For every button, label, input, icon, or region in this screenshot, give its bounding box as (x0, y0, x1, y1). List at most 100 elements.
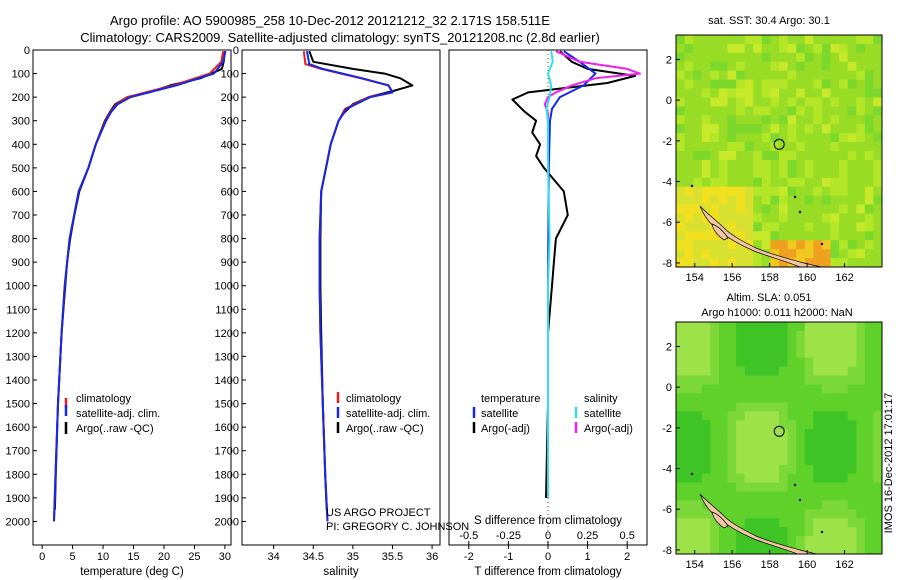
map-cell (701, 195, 711, 205)
map-cell (676, 384, 685, 394)
map-cell (676, 491, 685, 501)
series-satellite-adj-clim- (305, 51, 394, 522)
map-cell (701, 357, 711, 367)
map-y-tick-label: -4 (662, 464, 672, 476)
map-cell (787, 375, 797, 385)
map-cell (753, 124, 763, 134)
map-cell (864, 330, 874, 341)
map-cell (779, 375, 788, 385)
map-cell (744, 491, 754, 501)
map-cell (796, 222, 806, 232)
map-cell (821, 420, 831, 430)
map-cell (736, 115, 746, 125)
depth-tick-label: 2000 (215, 516, 239, 528)
map-cell (839, 464, 849, 475)
map-cell (839, 142, 849, 152)
map-cell (744, 177, 754, 188)
sst-map-cells (676, 35, 882, 267)
map-cell (718, 322, 728, 332)
map-cell (684, 500, 694, 510)
map-cell (873, 106, 882, 116)
map-cell (676, 115, 685, 125)
map-cell (796, 249, 806, 259)
map-cell (718, 88, 728, 98)
map-cell (676, 177, 685, 188)
map-cell (736, 330, 746, 341)
temperature-series-group (53, 50, 227, 522)
map-cell (744, 195, 754, 205)
map-cell (770, 106, 780, 116)
map-cell (736, 473, 746, 483)
map-cell (796, 142, 806, 152)
map-cell (770, 61, 780, 72)
map-cell (864, 79, 874, 89)
map-cell (847, 446, 857, 457)
map-cell (830, 35, 840, 45)
map-cell (727, 79, 737, 89)
map-cell (676, 124, 685, 134)
map-cell (864, 500, 874, 510)
map-cell (718, 384, 728, 394)
map-x-tick-label: 154 (686, 559, 704, 571)
map-cell (830, 133, 840, 143)
map-cell (684, 177, 694, 188)
map-cell (856, 322, 866, 332)
map-cell (710, 420, 720, 430)
map-cell (770, 70, 780, 80)
map-cell (779, 509, 788, 519)
map-cell (710, 429, 720, 439)
map-cell (847, 491, 857, 501)
map-cell (839, 545, 849, 554)
map-cell (830, 52, 840, 63)
map-cell (710, 186, 720, 196)
map-cell (744, 79, 754, 89)
map-cell (856, 43, 866, 54)
map-cell (779, 500, 788, 510)
map-cell (770, 79, 780, 89)
map-cell (804, 106, 814, 116)
map-cell (787, 491, 797, 501)
map-cell (744, 509, 754, 519)
map-cell (684, 482, 694, 492)
map-cell (873, 500, 882, 510)
map-cell (779, 213, 788, 223)
map-cell (813, 366, 823, 376)
map-cell (684, 204, 694, 214)
map-cell (693, 43, 703, 54)
map-cell (839, 393, 849, 403)
map-cell (727, 133, 737, 143)
map-cell (718, 97, 728, 107)
map-cell (736, 97, 746, 107)
map-cell (847, 402, 857, 412)
map-cell (770, 115, 780, 125)
map-cell (787, 249, 797, 259)
map-cell (839, 384, 849, 394)
map-cell (779, 420, 788, 430)
map-cell (821, 43, 831, 54)
x-tick-label: 35.5 (382, 551, 403, 563)
map-cell (821, 393, 831, 403)
map-cell (804, 70, 814, 80)
sla-island-dot (793, 483, 797, 487)
map-cell (804, 438, 814, 448)
map-cell (779, 133, 788, 143)
map-cell (864, 339, 874, 350)
map-cell (813, 222, 823, 232)
map-cell (710, 168, 720, 179)
depth-tick-label: 700 (12, 210, 30, 222)
map-cell (744, 231, 754, 241)
map-cell (736, 509, 746, 519)
map-cell (676, 70, 685, 80)
map-cell (821, 159, 831, 170)
map-cell (761, 222, 771, 232)
map-cell (770, 384, 780, 394)
map-cell (701, 159, 711, 170)
map-cell (864, 473, 874, 483)
map-cell (821, 177, 831, 188)
map-cell (830, 527, 840, 537)
map-cell (873, 61, 882, 72)
map-cell (787, 168, 797, 179)
map-cell (873, 438, 882, 448)
map-cell (813, 249, 823, 259)
map-cell (693, 339, 703, 350)
